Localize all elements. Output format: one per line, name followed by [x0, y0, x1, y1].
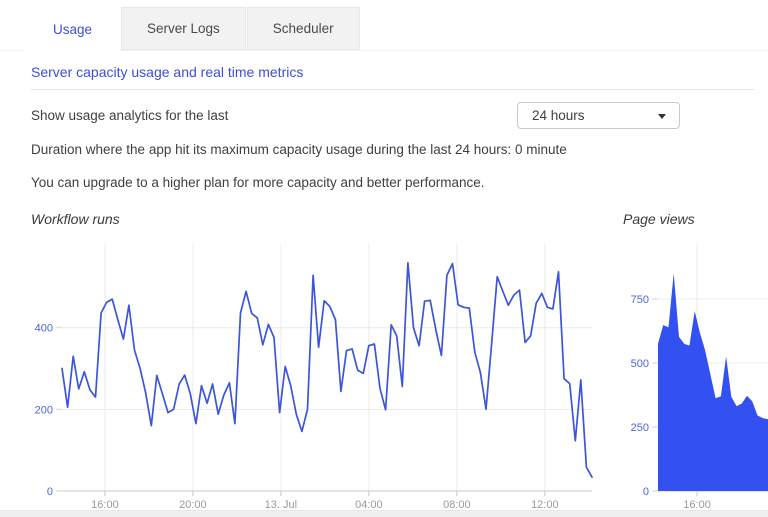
svg-text:0: 0 — [47, 486, 53, 498]
svg-text:400: 400 — [35, 323, 53, 335]
section-title-link[interactable]: Server capacity usage and real time metr… — [31, 64, 304, 80]
tab-usage[interactable]: Usage — [25, 7, 120, 51]
svg-text:04:00: 04:00 — [355, 499, 383, 511]
workflow-runs-line-chart: 0 200 400 16:00 20:00 13. Jul 04:00 08:00 12:00 — [35, 244, 593, 511]
horizontal-scrollbar[interactable] — [0, 510, 768, 517]
tab-server-logs[interactable]: Server Logs — [121, 7, 246, 50]
svg-text:250: 250 — [631, 422, 649, 434]
svg-text:12:00: 12:00 — [531, 499, 559, 511]
tab-scheduler[interactable]: Scheduler — [246, 7, 360, 50]
svg-text:20:00: 20:00 — [179, 499, 207, 511]
svg-text:08:00: 08:00 — [443, 499, 471, 511]
svg-text:16:00: 16:00 — [91, 499, 119, 511]
svg-text:0: 0 — [643, 486, 649, 498]
section-divider — [31, 89, 754, 90]
max-capacity-duration-text: Duration where the app hit its maximum c… — [31, 142, 567, 157]
analytics-range-label: Show usage analytics for the last — [31, 108, 229, 123]
svg-text:500: 500 — [631, 358, 649, 370]
tab-bar: Usage Server Logs Scheduler — [0, 7, 768, 51]
svg-text:200: 200 — [35, 404, 53, 416]
page-views-chart-title: Page views — [623, 211, 695, 227]
svg-text:13. Jul: 13. Jul — [265, 499, 297, 511]
workflow-runs-chart-title: Workflow runs — [31, 211, 120, 227]
upgrade-hint-text: You can upgrade to a higher plan for mor… — [31, 175, 485, 190]
time-range-select[interactable]: 24 hours — [517, 102, 680, 129]
svg-text:16:00: 16:00 — [683, 499, 711, 511]
svg-text:750: 750 — [631, 294, 649, 306]
time-range-selected-value: 24 hours — [532, 108, 585, 123]
chevron-down-icon — [658, 114, 666, 119]
page-views-area-chart: 0 250 500 750 16:00 — [631, 244, 768, 511]
